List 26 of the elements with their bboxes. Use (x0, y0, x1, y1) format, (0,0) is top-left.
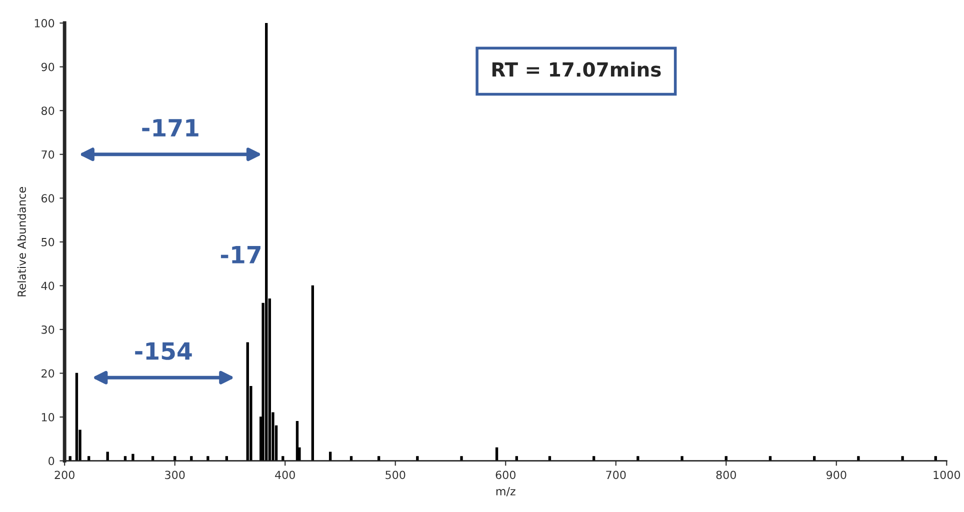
y-tick-label: 0 (48, 456, 54, 466)
y-tick-label: 70 (42, 150, 54, 159)
y-tick-label: 30 (42, 325, 54, 334)
y-tick-label: 100 (34, 19, 54, 28)
y-tick-label: 50 (42, 238, 54, 246)
y-axis-title: Relative Abundance (17, 187, 26, 296)
x-tick-label: 800 (716, 470, 736, 480)
x-tick-label: 400 (275, 470, 295, 480)
annotation: -154 (135, 342, 192, 360)
x-tick-label: 600 (496, 470, 516, 480)
x-tick-label: 500 (386, 470, 406, 480)
y-tick-label: 60 (42, 194, 54, 203)
x-tick-label: 200 (54, 470, 74, 480)
x-axis-title: m/z (496, 487, 516, 496)
y-tick-label: 40 (41, 282, 54, 290)
y-tick-label: 90 (41, 62, 54, 72)
annotation: RT = 17.07mins (492, 62, 661, 77)
annotation: -17 (220, 246, 260, 264)
annotation: -171 (142, 119, 198, 136)
x-tick-label: 300 (165, 470, 185, 480)
y-tick-label: 10 (42, 413, 54, 422)
x-tick-label: 1000 (934, 470, 960, 480)
x-tick-label: 700 (606, 470, 626, 480)
y-tick-label: 80 (41, 106, 54, 115)
y-tick-label: 20 (42, 369, 54, 378)
x-tick-label: 900 (826, 470, 846, 480)
